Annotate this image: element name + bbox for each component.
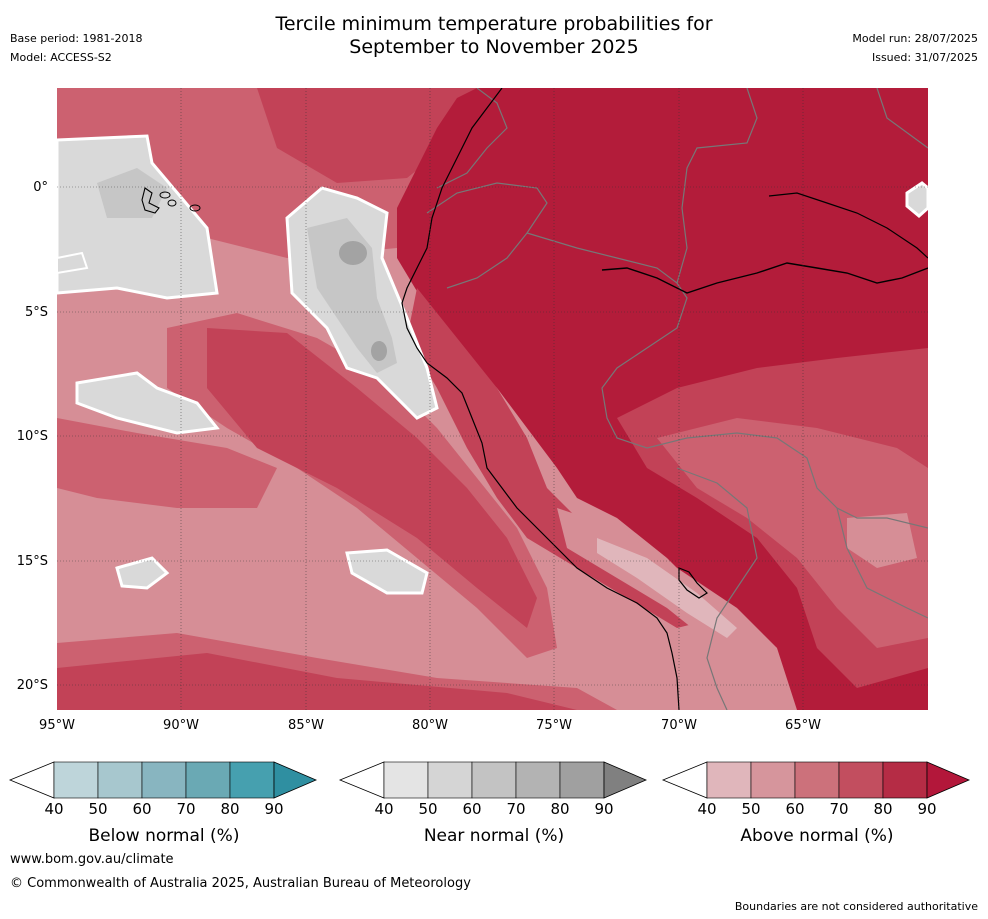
colorbar-above-tick: 90 xyxy=(917,800,937,818)
region-near-normal-70-a xyxy=(339,241,367,265)
lat-label-10s: 10°S xyxy=(16,429,48,444)
colorbar-above-swatch-4 xyxy=(882,761,928,799)
colorbar-below-label: Below normal (%) xyxy=(88,826,240,846)
border-bolivia-paraguay xyxy=(836,507,928,619)
title-line-1: Tercile minimum temperature probabilitie… xyxy=(275,13,713,35)
colorbar-below-swatch-0 xyxy=(53,761,99,799)
lon-label-70w: 70°W xyxy=(661,718,697,733)
lon-label-95w: 95°W xyxy=(39,718,75,733)
colorbar-above-tick: 70 xyxy=(829,800,849,818)
lon-label-85w: 85°W xyxy=(288,718,324,733)
rio-negro xyxy=(768,192,928,259)
graticule xyxy=(57,88,928,710)
border-peru-brazil-bolivia xyxy=(526,232,928,529)
galapagos-santa-cruz xyxy=(167,199,177,207)
colorbar-near-tick: 70 xyxy=(506,800,526,818)
colorbar-above xyxy=(661,761,971,799)
colorbar-below-swatch-4 xyxy=(229,761,275,799)
region-above-70-southwest xyxy=(57,418,277,508)
probability-map xyxy=(57,88,928,710)
base-period-label: Base period: 1981-2018 xyxy=(10,32,143,45)
colorbar-below-tick: 50 xyxy=(88,800,108,818)
colorbar-below-tick: 80 xyxy=(220,800,240,818)
region-near-normal-northeast xyxy=(905,181,928,218)
lake-titicaca xyxy=(678,567,708,599)
model-run-label: Model run: 28/07/2025 xyxy=(852,32,978,45)
copyright-notice: © Commonwealth of Australia 2025, Austra… xyxy=(10,876,471,891)
boundary-disclaimer: Boundaries are not considered authoritat… xyxy=(734,900,978,913)
page-title: Tercile minimum temperature probabilitie… xyxy=(0,13,988,59)
issued-label: Issued: 31/07/2025 xyxy=(871,51,978,64)
region-near-normal-southwest xyxy=(115,556,170,590)
colorbar-below xyxy=(8,761,318,799)
colorbar-near-tick: 50 xyxy=(418,800,438,818)
colorbar-near-swatch-2 xyxy=(471,761,517,799)
lon-label-90w: 90°W xyxy=(163,718,199,733)
region-above-80-coast xyxy=(407,288,717,628)
lat-label-15s: 15°S xyxy=(16,554,48,569)
model-label: Model: ACCESS-S2 xyxy=(10,51,112,64)
colorbar-above-label: Above normal (%) xyxy=(740,826,894,846)
border-colombia-north xyxy=(436,88,508,189)
region-above-60-southeast xyxy=(847,513,917,568)
colorbar-below-swatch-5 xyxy=(273,761,318,799)
colorbar-near-tick: 80 xyxy=(550,800,570,818)
region-near-normal-60-offshore xyxy=(307,218,397,373)
region-above-80-south xyxy=(57,653,577,710)
lon-label-65w: 65°W xyxy=(785,718,821,733)
colorbar-below-swatch-1 xyxy=(97,761,143,799)
colorbar-above-tick: 80 xyxy=(873,800,893,818)
region-above-70-southeast xyxy=(657,418,928,648)
colorbar-below-tick: 90 xyxy=(264,800,284,818)
colorbar-above-swatch-0 xyxy=(706,761,752,799)
colorbar-near-tick: 40 xyxy=(374,800,394,818)
colorbar-near-label: Near normal (%) xyxy=(423,826,565,846)
galapagos-isabela xyxy=(141,187,160,214)
colorbar-near-swatch-1 xyxy=(427,761,473,799)
colorbar-above-swatch-1 xyxy=(750,761,796,799)
galapagos-santiago xyxy=(159,191,171,199)
colorbar-above-swatch-2 xyxy=(794,761,840,799)
border-venezuela xyxy=(876,88,928,149)
colorbar-near xyxy=(338,761,648,799)
colorbar-near-swatch-3 xyxy=(515,761,561,799)
colorbar-near-tick: 60 xyxy=(462,800,482,818)
colorbar-below-swatch-3 xyxy=(185,761,231,799)
website-link[interactable]: www.bom.gov.au/climate xyxy=(10,852,174,867)
colorbar-below-tick: 40 xyxy=(44,800,64,818)
border-ecuador-colombia xyxy=(426,182,548,289)
colorbar-near-swatch-0 xyxy=(383,761,429,799)
lat-label-20s: 20°S xyxy=(16,678,48,693)
region-above-50-altiplano xyxy=(597,538,737,638)
lat-label-0: 0° xyxy=(33,180,48,195)
colorbar-below-tick: 60 xyxy=(132,800,152,818)
colorbar-above-tick: 60 xyxy=(785,800,805,818)
galapagos-san-cristobal xyxy=(189,204,201,212)
region-near-normal-60-galapagos xyxy=(97,168,167,218)
colorbar-near-tick: 90 xyxy=(594,800,614,818)
lon-label-75w: 75°W xyxy=(536,718,572,733)
coastline-pacific xyxy=(401,88,680,710)
region-near-normal-west xyxy=(75,371,220,435)
lon-label-80w: 80°W xyxy=(412,718,448,733)
colorbar-above-swatch-3 xyxy=(838,761,884,799)
title-line-2: September to November 2025 xyxy=(349,36,639,58)
colorbar-below-tick: 70 xyxy=(176,800,196,818)
colorbar-above-tick: 40 xyxy=(697,800,717,818)
colorbar-above-swatch-5 xyxy=(926,761,971,799)
colorbar-near-swatch-5 xyxy=(603,761,648,799)
region-above-80-central xyxy=(207,328,537,628)
border-peru-bolivia-chile xyxy=(676,467,758,710)
colorbar-below-swatch-2 xyxy=(141,761,187,799)
border-colombia-brazil xyxy=(676,88,758,284)
lat-label-5s: 5°S xyxy=(24,305,48,320)
region-near-normal-70-b xyxy=(371,341,387,361)
amazon-river xyxy=(601,262,928,294)
colorbar-near-swatch-4 xyxy=(559,761,605,799)
region-near-normal-edge xyxy=(57,251,89,275)
colorbar-above-tick: 50 xyxy=(741,800,761,818)
